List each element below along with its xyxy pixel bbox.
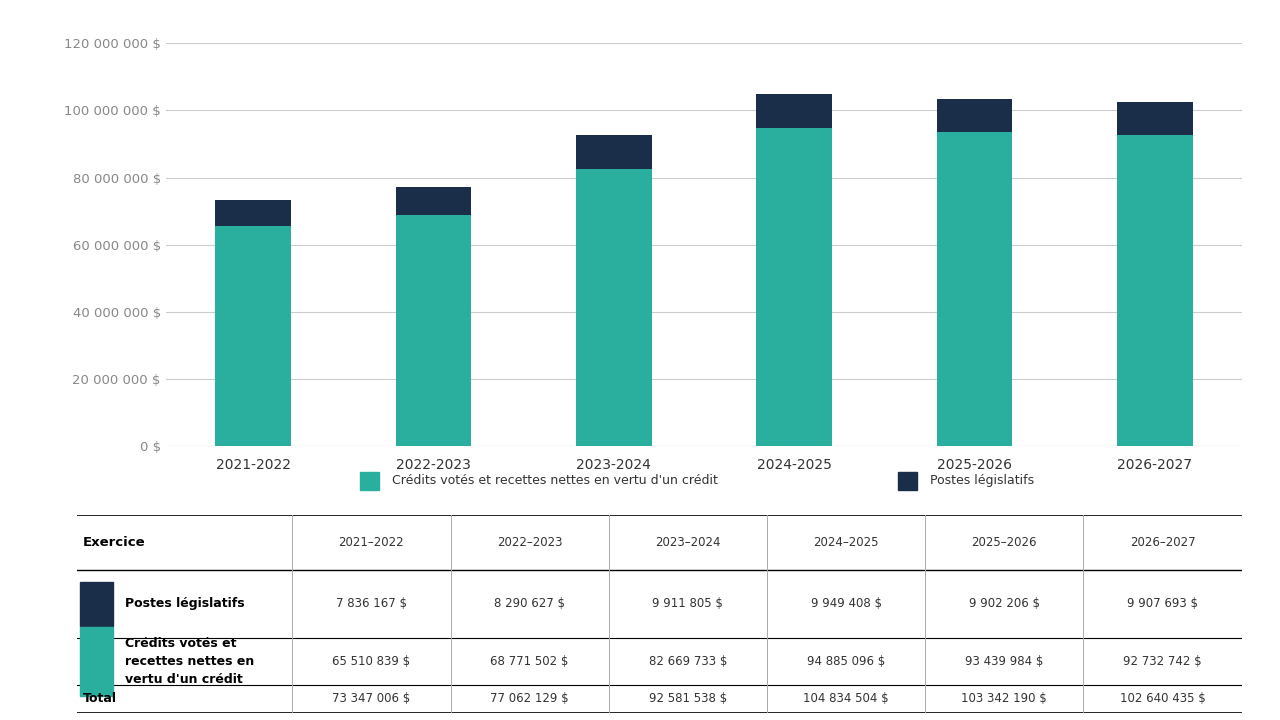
Text: 93 439 984 $: 93 439 984 $ [965,654,1043,668]
Bar [215,226,291,446]
Text: 7 836 167 $: 7 836 167 $ [335,598,407,611]
Text: 68 771 502 $: 68 771 502 $ [490,654,568,668]
Text: 82 669 733 $: 82 669 733 $ [649,654,727,668]
Text: 2026–2027: 2026–2027 [1130,536,1196,549]
Text: Postes législatifs: Postes législatifs [929,474,1034,487]
Text: Crédits votés et recettes nettes en vertu d'un crédit: Crédits votés et recettes nettes en vert… [392,474,718,487]
Text: 104 834 504 $: 104 834 504 $ [804,693,888,706]
Text: 9 949 408 $: 9 949 408 $ [810,598,882,611]
Bar [576,135,652,168]
Bar [756,127,832,446]
Text: 2023–2024: 2023–2024 [655,536,721,549]
Bar [396,215,471,446]
Text: 92 581 538 $: 92 581 538 $ [649,693,727,706]
Polygon shape [360,472,379,490]
Text: 2025–2026: 2025–2026 [972,536,1037,549]
Polygon shape [81,582,113,626]
Text: Exercice: Exercice [83,536,145,549]
Text: 9 907 693 $: 9 907 693 $ [1126,598,1198,611]
Polygon shape [81,626,113,696]
Text: 77 062 129 $: 77 062 129 $ [490,693,568,706]
Text: 2021–2022: 2021–2022 [339,536,404,549]
Text: 9 911 805 $: 9 911 805 $ [653,598,723,611]
Bar [215,200,291,226]
Polygon shape [897,472,916,490]
Text: 102 640 435 $: 102 640 435 $ [1120,693,1206,706]
Text: 2024–2025: 2024–2025 [813,536,879,549]
Text: 94 885 096 $: 94 885 096 $ [806,654,886,668]
Bar [756,94,832,127]
Bar [576,168,652,446]
Text: 65 510 839 $: 65 510 839 $ [333,654,411,668]
Text: 8 290 627 $: 8 290 627 $ [494,598,564,611]
Bar [937,132,1012,446]
Bar [937,99,1012,132]
Text: Total: Total [83,693,116,706]
Bar [396,187,471,215]
Text: Crédits votés et
recettes nettes en
vertu d'un crédit: Crédits votés et recettes nettes en vert… [124,636,253,686]
Text: 73 347 006 $: 73 347 006 $ [333,693,411,706]
Bar [1117,135,1193,446]
Text: 2022–2023: 2022–2023 [497,536,562,549]
Text: 103 342 190 $: 103 342 190 $ [961,693,1047,706]
Text: Postes législatifs: Postes législatifs [124,598,244,611]
Text: 9 902 206 $: 9 902 206 $ [969,598,1039,611]
Text: 92 732 742 $: 92 732 742 $ [1123,654,1202,668]
Bar [1117,102,1193,135]
